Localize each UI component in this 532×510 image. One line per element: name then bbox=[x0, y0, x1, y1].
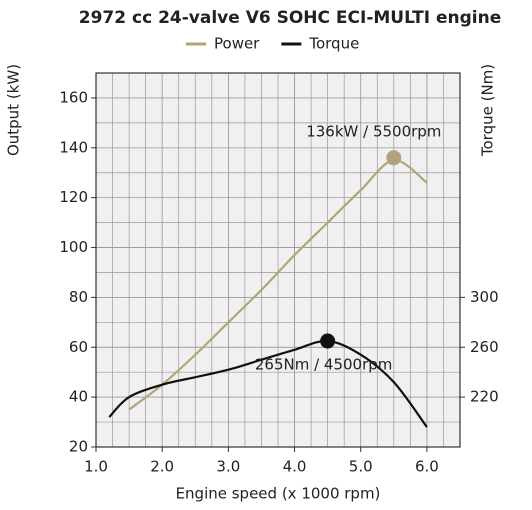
y2-tick-label: 220 bbox=[470, 388, 499, 406]
y-tick-label: 60 bbox=[69, 338, 88, 356]
annotation-label: 265Nm / 4500rpm bbox=[255, 356, 393, 374]
y2-tick-label: 260 bbox=[470, 338, 499, 356]
x-tick-label: 1.0 bbox=[84, 458, 108, 476]
chart-title: 2972 cc 24-valve V6 SOHC ECI-MULTI engin… bbox=[79, 8, 501, 28]
annotation-dot bbox=[386, 150, 402, 166]
annotation-dot bbox=[320, 333, 336, 349]
y-axis-label: Output (kW) bbox=[5, 64, 23, 156]
x-axis-label: Engine speed (x 1000 rpm) bbox=[176, 485, 381, 503]
annotation-label: 136kW / 5500rpm bbox=[306, 122, 441, 140]
legend-label: Torque bbox=[308, 35, 359, 53]
y2-axis-label: Torque (Nm) bbox=[479, 64, 497, 157]
line-series bbox=[128, 159, 428, 411]
x-tick-label: 6.0 bbox=[415, 458, 439, 476]
y2-tick-label: 300 bbox=[470, 288, 499, 306]
y-tick-label: 140 bbox=[59, 138, 88, 156]
y-tick-label: 120 bbox=[59, 188, 88, 206]
y-tick-label: 160 bbox=[59, 88, 88, 106]
y-tick-label: 20 bbox=[69, 438, 88, 456]
legend-label: Power bbox=[214, 35, 260, 53]
y-tick-label: 40 bbox=[69, 388, 88, 406]
x-tick-label: 3.0 bbox=[216, 458, 240, 476]
plot-frame bbox=[95, 72, 461, 448]
line-series bbox=[108, 339, 428, 428]
x-tick-label: 5.0 bbox=[349, 458, 373, 476]
x-tick-label: 2.0 bbox=[150, 458, 174, 476]
y-tick-label: 80 bbox=[69, 288, 88, 306]
x-tick-label: 4.0 bbox=[283, 458, 307, 476]
y-tick-label: 100 bbox=[59, 238, 88, 256]
